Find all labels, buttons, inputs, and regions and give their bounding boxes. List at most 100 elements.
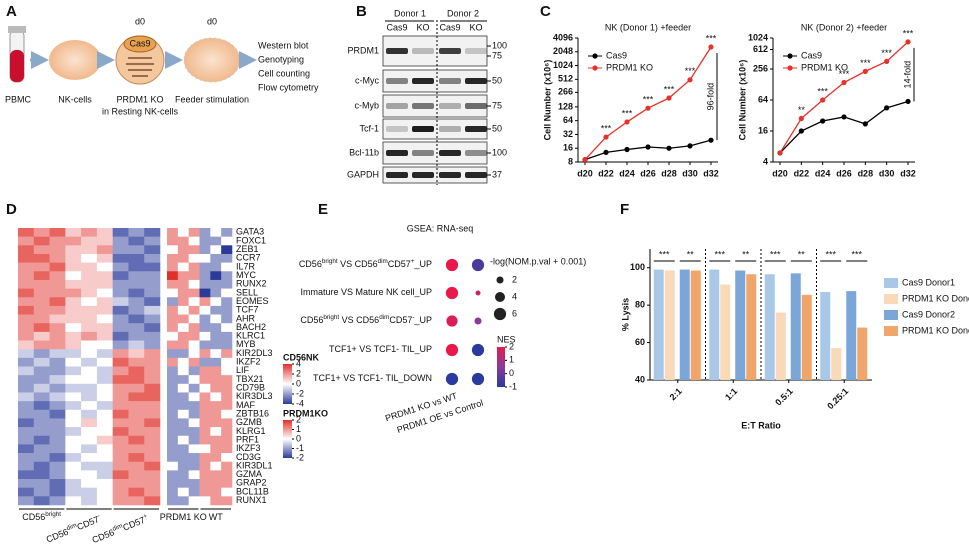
heat-cell — [144, 323, 161, 333]
y-tick-label: 16 — [563, 143, 573, 153]
data-point — [820, 97, 826, 103]
gene-label: GZMB — [236, 417, 262, 427]
heat-cell — [49, 435, 66, 445]
significance: *** — [706, 33, 717, 43]
band — [412, 172, 434, 178]
heat-cell — [96, 479, 113, 488]
heat-cell — [144, 262, 161, 272]
heat-cell — [128, 487, 145, 497]
heat-cell — [188, 253, 200, 263]
gene-label: RUNX1 — [236, 495, 267, 505]
data-point — [820, 118, 826, 124]
heat-cell — [81, 331, 98, 341]
y-tick-label: 60 — [635, 337, 645, 347]
heat-cell — [128, 236, 145, 246]
heat-cell — [18, 487, 35, 497]
heat-cell — [112, 435, 129, 445]
heat-cell — [188, 435, 200, 445]
legend-marker — [592, 53, 598, 59]
colorbar-label: 1 — [509, 355, 514, 365]
heat-cell — [144, 305, 161, 315]
heat-cell — [144, 435, 161, 445]
heat-cell — [112, 271, 129, 281]
significance: ** — [687, 249, 695, 259]
heat-cell — [81, 444, 98, 454]
heat-cell — [221, 288, 233, 298]
heat-cell — [199, 331, 211, 341]
heat-cell — [144, 392, 161, 402]
y-tick-label: 8 — [568, 156, 573, 166]
heat-cell — [112, 366, 129, 376]
significance: *** — [817, 86, 828, 96]
heat-cell — [144, 236, 161, 246]
heat-cell — [210, 375, 222, 385]
heat-cell — [199, 453, 211, 463]
y-tick-label: 40 — [635, 374, 645, 384]
heat-cell — [144, 271, 161, 281]
heat-cell — [167, 340, 179, 350]
heat-cell — [128, 279, 145, 289]
heat-cell — [33, 470, 50, 480]
heat-cell — [167, 305, 179, 315]
heat-cell — [199, 418, 211, 428]
heat-cell — [33, 392, 50, 402]
heat-cell — [128, 314, 145, 324]
heat-cell — [177, 271, 189, 281]
row-label: CD56bright VS CD56dimCD57+_UP — [299, 258, 432, 269]
colorbar-label: 2 — [296, 414, 301, 424]
heat-cell — [18, 297, 35, 307]
heat-cell — [210, 228, 222, 237]
data-point — [624, 119, 630, 125]
heat-cell — [221, 297, 233, 307]
tube-cap — [8, 26, 26, 33]
series-line — [584, 139, 712, 161]
y-tick-label: 32 — [563, 129, 573, 139]
heat-cell — [221, 314, 233, 324]
heat-cell — [81, 392, 98, 402]
heat-cell — [167, 314, 179, 324]
heat-cell — [81, 427, 98, 437]
heat-cell — [188, 314, 200, 324]
heat-cell — [65, 323, 82, 333]
significance: *** — [659, 249, 670, 259]
protein-label: Tcf-1 — [359, 123, 379, 133]
heat-cell — [210, 401, 222, 411]
heat-cell — [65, 496, 82, 506]
size-key — [493, 307, 507, 321]
data-point — [582, 157, 588, 163]
bar — [820, 292, 831, 380]
gene-label: CCR7 — [236, 253, 261, 263]
heat-cell — [96, 305, 113, 315]
heat-cell — [210, 349, 222, 359]
tube-blood — [10, 50, 24, 82]
heat-cell — [112, 349, 129, 359]
heat-cell — [33, 418, 50, 428]
heat-cell — [221, 271, 233, 281]
heat-cell — [18, 279, 35, 289]
colorbar-label: 0 — [509, 368, 514, 378]
heat-cell — [96, 314, 113, 324]
heat-cell — [144, 279, 161, 289]
heat-cell — [128, 331, 145, 341]
gene-label: BACH2 — [236, 322, 266, 332]
heat-cell — [177, 262, 189, 272]
colorbar-label: -4 — [296, 398, 304, 408]
heat-cell — [188, 427, 200, 437]
heat-cell — [65, 253, 82, 263]
heat-cell — [18, 349, 35, 359]
heat-cell — [210, 236, 222, 246]
heat-cell — [199, 349, 211, 359]
heat-cell — [128, 375, 145, 385]
heat-cell — [112, 496, 129, 506]
heat-cell — [188, 331, 200, 341]
heat-cell — [81, 236, 98, 246]
group-label-part: CD56 — [45, 527, 70, 545]
heat-cell — [221, 331, 233, 341]
heat-cell — [81, 453, 98, 463]
row-label-part: - — [412, 314, 414, 321]
heat-cell — [128, 470, 145, 480]
band — [465, 48, 487, 54]
heat-cell — [128, 228, 145, 237]
y-axis-label: Cell Number (x10⁶) — [737, 60, 747, 141]
